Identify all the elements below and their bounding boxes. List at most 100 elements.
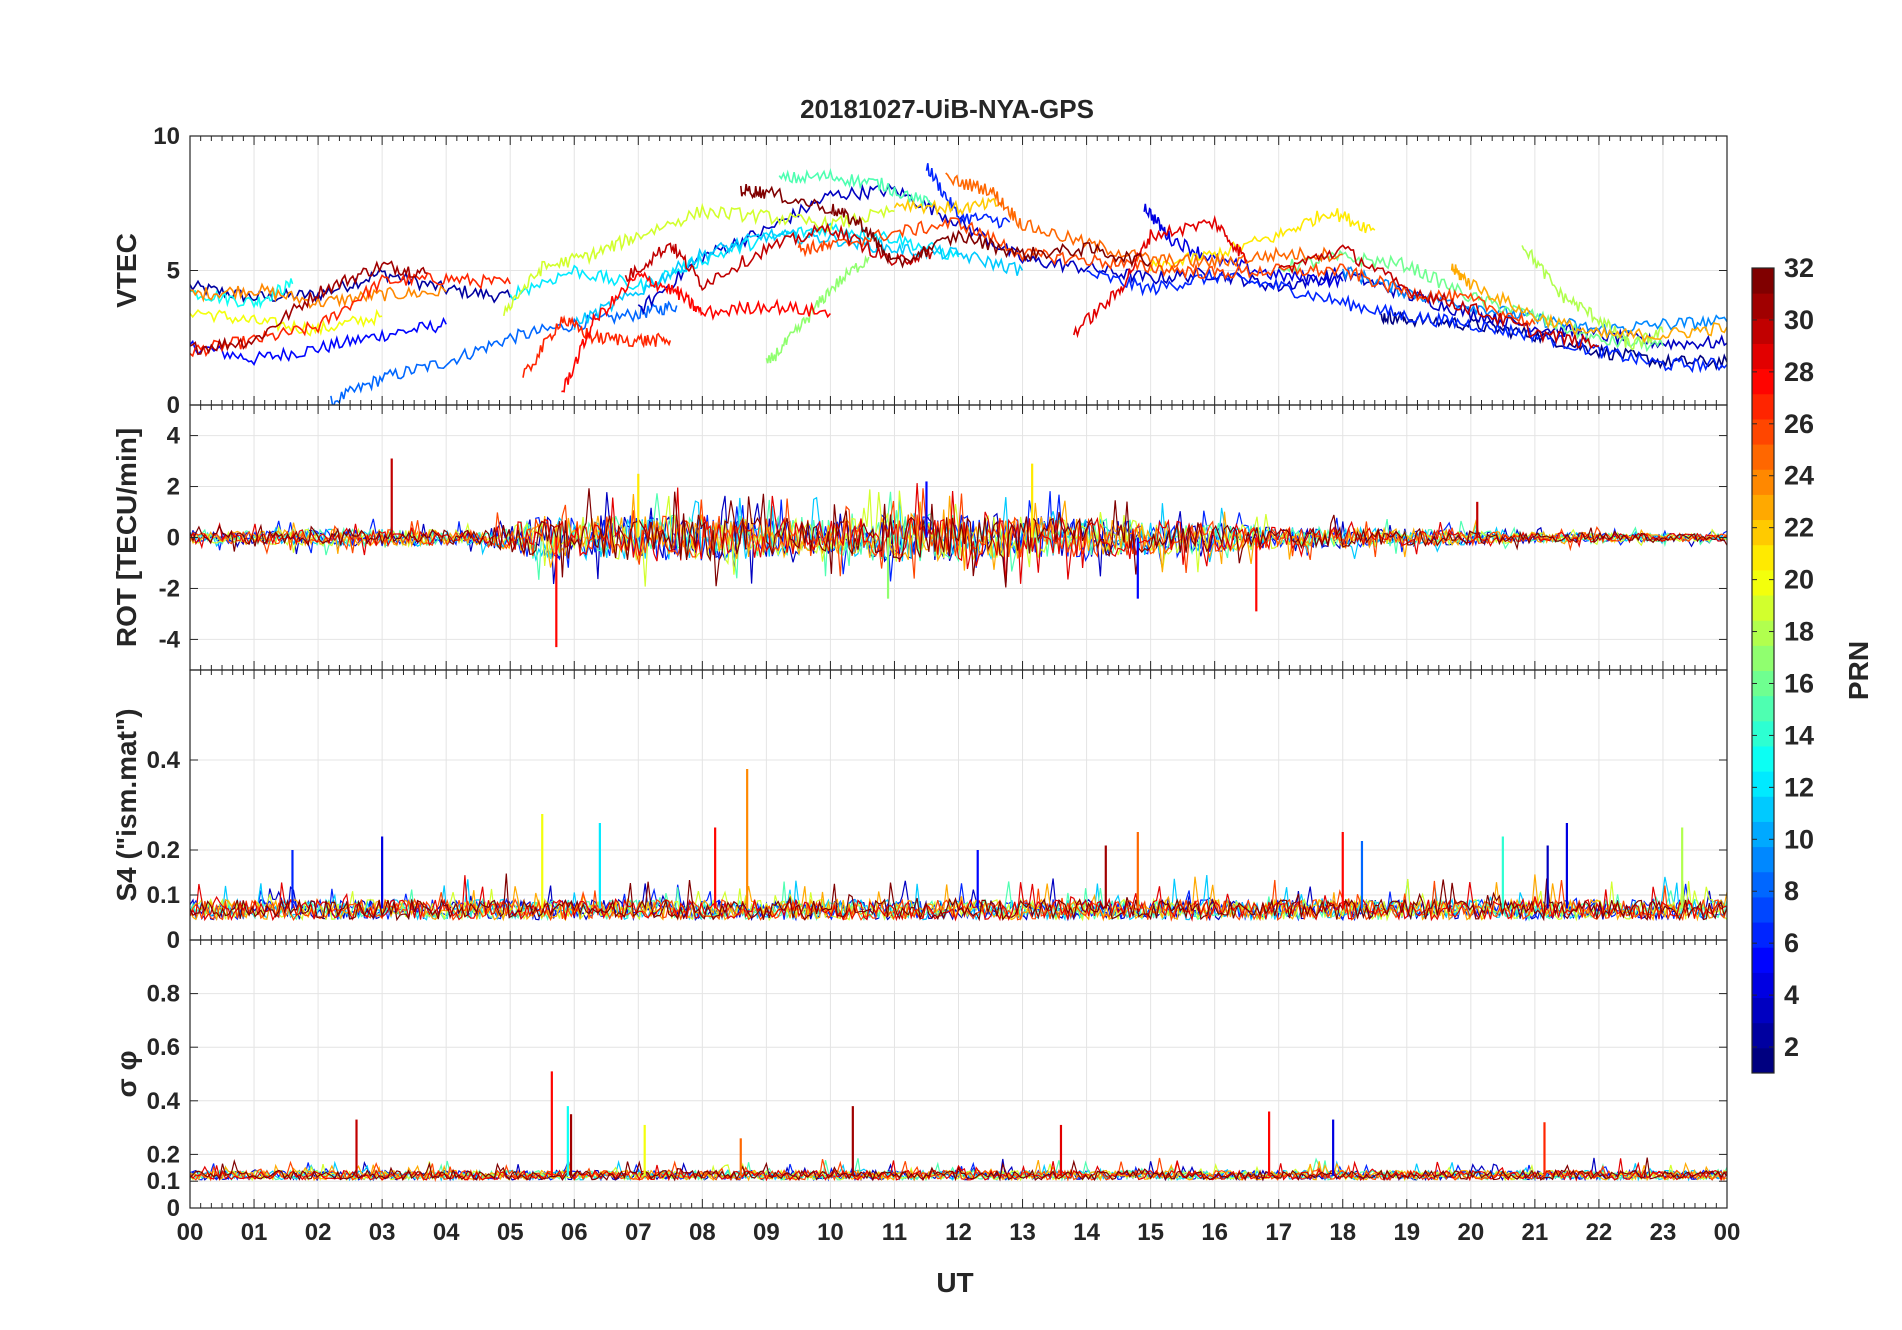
colorbar-segment [1752,695,1774,722]
x-tick-label: 23 [1650,1219,1677,1246]
x-tick-label: 02 [305,1219,332,1246]
colorbar-tick-label: 30 [1784,305,1814,335]
y-tick-label: -4 [159,626,181,653]
panel-2: -4 -2 0 2 4 ROT [TECU/min] [111,404,1728,671]
vtec-track-prn-4 [1143,203,1344,289]
colorbar-tick-label: 32 [1784,253,1814,283]
colorbar-segment [1752,444,1774,470]
y-tick-label: 10 [153,123,180,150]
colorbar-segment [1752,1022,1774,1049]
y-tick-label: 0.4 [147,747,181,774]
vtec-track-prn-25 [945,172,1343,271]
vtec-track-prn-27 [190,271,511,358]
y-tick-label: -2 [159,575,180,602]
y-tick-label: 0.4 [147,1088,181,1115]
x-tick-label: 03 [369,1219,396,1246]
vtec-track-prn-16 [1278,249,1664,353]
vtec-track-prn-31 [190,260,428,355]
vtec-track-prn-5 [190,316,447,366]
y-tick-label: 0 [167,1195,180,1222]
series-prn-32 [190,1157,1727,1182]
x-tick-label: 21 [1522,1219,1549,1246]
colorbar-segment [1752,871,1774,898]
x-tick-label: 09 [753,1219,780,1246]
vtec-track-prn-17 [765,254,870,364]
y-tick-label: 4 [167,423,181,450]
colorbar-segment [1752,922,1774,948]
x-tick-label: 07 [625,1219,652,1246]
x-tick-label: 18 [1329,1219,1356,1246]
colorbar-segment [1752,896,1774,923]
vtec-track-prn-8 [330,300,678,405]
y-tick-label: 0 [167,927,180,954]
series-prn-32 [190,488,1727,588]
colorbar-segment [1752,997,1774,1024]
x-tick-label: 16 [1201,1219,1228,1246]
colorbar-segment [1752,645,1774,671]
vtec-track-prn-13 [190,278,294,310]
colorbar-segment [1752,494,1774,521]
series-prn-32 [190,873,1727,922]
colorbar-segment [1752,1047,1774,1074]
series-prn-26 [190,488,1727,579]
colorbar-tick-label: 22 [1784,513,1814,543]
vtec-track-prn-30 [1278,244,1600,350]
colorbar-segment [1752,569,1774,596]
colorbar-segment [1752,595,1774,621]
y-axis-label: VTEC [111,233,142,308]
colorbar-tick-label: 6 [1784,928,1799,958]
vtec-track-prn-28 [561,271,832,393]
y-tick-label: 0 [167,525,180,552]
vtec-track-prn-18 [1521,245,1664,351]
colorbar-tick-label: 14 [1784,720,1814,750]
x-tick-label: 00 [1714,1219,1741,1246]
colorbar-segment [1752,544,1774,571]
x-axis-label: UT [936,1267,973,1298]
y-tick-label: 2 [167,474,180,501]
x-tick-label: 14 [1073,1219,1100,1246]
colorbar-segment [1752,947,1774,973]
colorbar-segment [1752,293,1774,319]
vtec-track-prn-27 [522,314,672,378]
colorbar-tick-label: 8 [1784,876,1799,906]
vtec-track-prn-30 [624,222,934,292]
colorbar-segment [1752,318,1774,344]
colorbar-segment [1752,771,1774,797]
y-axis-label: ROT [TECU/min] [111,428,142,647]
x-tick-label: 20 [1457,1219,1484,1246]
x-ticks [189,670,1728,940]
y-tick-label: 0.1 [147,1168,180,1195]
x-tick-label: 17 [1265,1219,1292,1246]
y-tick-label: 0 [167,392,180,419]
colorbar-tick-label: 26 [1784,409,1814,439]
colorbar-segment [1752,846,1774,873]
colorbar-segment [1752,720,1774,747]
x-tick-label: 06 [561,1219,588,1246]
vtec-track-prn-6 [1086,268,1727,374]
y-tick-label: 0.2 [147,1141,180,1168]
vtec-track-prn-22 [893,196,1004,216]
vtec-track-prn-2 [190,268,511,304]
panel-3: 0 0.1 0.2 0.4S4 ("ism.mat") [111,669,1728,954]
x-tick-label: 12 [945,1219,972,1246]
vtec-track-prn-32 [740,183,1152,269]
x-tick-label: 11 [882,1219,907,1246]
vtec-track-prn-1 [1380,309,1727,371]
series-prn-29 [190,483,1727,586]
vtec-track-prn-21 [1149,208,1376,272]
colorbar-tick-label: 4 [1784,980,1799,1010]
colorbar-segment [1752,821,1774,848]
x-tick-label: 15 [1137,1219,1164,1246]
colorbar-tick-label: 18 [1784,617,1814,647]
colorbar-tick-label: 2 [1784,1032,1799,1062]
y-tick-label: 0.1 [147,882,180,909]
colorbar-tick-label: 28 [1784,357,1814,387]
vtec-track-prn-29 [1073,214,1248,339]
vtec-track-prn-20 [190,308,383,337]
colorbar-segment [1752,393,1774,420]
chart-title: 20181027-UiB-NYA-GPS [800,94,1094,124]
colorbar-segment [1752,620,1774,646]
colorbar-tick-label: 20 [1784,565,1814,595]
